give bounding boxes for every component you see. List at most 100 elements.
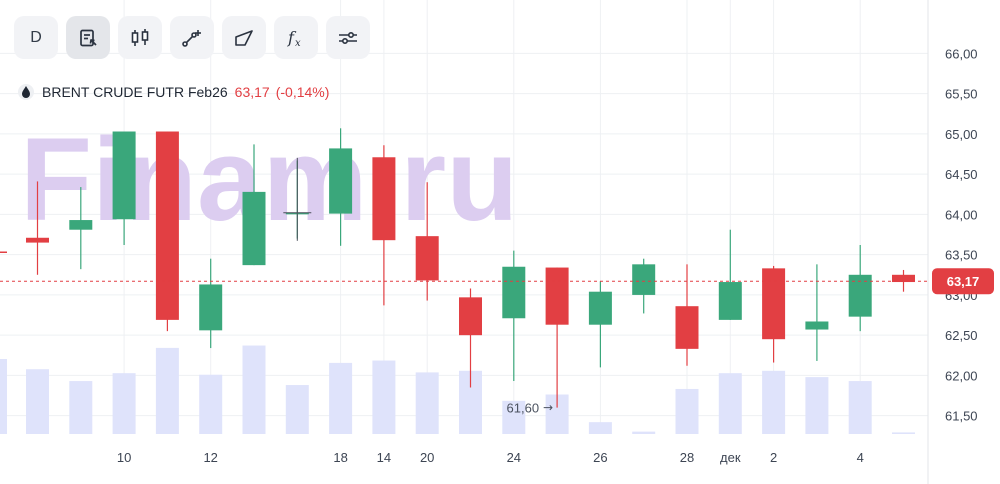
candle [155,131,179,332]
volume-bar [242,345,266,434]
fx-icon: f x [285,28,307,48]
volume-bar [372,360,396,434]
candle [718,229,742,320]
toolbar: D [14,16,370,59]
period-button[interactable]: D [14,16,58,59]
candle-body [848,274,872,317]
x-tick-label: 26 [593,450,607,465]
chart-type-button[interactable] [118,16,162,59]
candles [26,128,915,408]
candle [892,269,915,292]
volume-bar [545,394,569,434]
volume-bar [199,374,223,434]
y-tick-label: 62,50 [945,328,978,343]
channel-tool-button[interactable] [222,16,266,59]
y-tick-label: 65,50 [945,87,978,102]
last-price-badge [932,268,994,295]
indicators-list-button[interactable] [66,16,110,59]
watermark: Finam.ru [20,114,518,246]
last-price-badge-label: 63,17 [947,274,980,289]
line-tool-icon [181,28,203,48]
x-tick-label: 12 [203,450,217,465]
channel-icon [233,28,255,48]
y-axis[interactable]: 66,0065,5065,0064,5064,0063,5063,0062,50… [927,0,994,484]
candle [372,145,396,306]
volume-bar [632,431,656,434]
instrument-symbol: BRENT CRUDE FUTR Feb26 [42,84,228,100]
period-label: D [30,28,42,46]
price-change-percent: (-0,14%) [275,84,330,100]
x-tick-label: 10 [117,450,131,465]
volume-bar [26,369,49,434]
x-tick-label: 24 [507,450,521,465]
volume-bar [718,373,742,434]
volume-bar [675,388,699,434]
y-tick-label: 65,00 [945,127,978,142]
low-annotation-label: 61,60 [507,401,540,416]
instrument-legend[interactable]: BRENT CRUDE FUTR Feb26 63,17 (-0,14%) [18,84,329,100]
candle-body [718,282,742,320]
document-pen-icon [78,28,98,48]
candle [762,265,786,363]
volume-bar [502,400,526,434]
last-price-value: 63,17 [234,84,270,100]
candle [199,258,223,349]
candle-body [242,191,266,266]
y-tick-label: 61,50 [945,409,978,424]
x-tick-label: 2 [770,450,777,465]
overlays: 61,60 → [0,157,928,416]
candles-icon [129,28,151,48]
candle-body [112,131,136,220]
svg-text:f: f [287,28,297,47]
candle-body [805,321,829,330]
y-tick-label: 62,00 [945,368,978,383]
volume-bar-partial [0,359,7,434]
volume-bar [459,370,482,434]
candle-body [155,131,179,320]
y-tick-label: 64,50 [945,167,978,182]
y-tick-label: 63,50 [945,248,978,263]
candle [675,264,699,366]
candle [848,245,872,332]
volume-bars [0,345,915,434]
candle-body [502,266,526,319]
candle-body [762,268,786,340]
volume-bar [588,422,612,434]
x-tick-label: 28 [680,450,694,465]
y-tick-label: 66,00 [945,46,978,61]
oil-drop-icon [18,84,34,100]
settings-button[interactable] [326,16,370,59]
candle [112,131,136,246]
volume-bar [415,372,439,434]
volume-bar [805,377,829,434]
candle-body [892,274,915,283]
candle [26,181,49,275]
candle-body [632,264,656,295]
candle [329,128,353,246]
candle [545,267,569,408]
volume-bar [329,362,353,434]
x-tick-label: дек [720,450,741,465]
candle [502,250,526,382]
candle-body [372,157,396,241]
y-tick-label: 64,00 [945,207,978,222]
candle-body [329,148,353,214]
candle-body [26,237,49,243]
candle [69,187,93,270]
svg-text:x: x [295,38,301,48]
functions-button[interactable]: f x [274,16,318,59]
candle-body [545,267,569,325]
volume-bar [69,381,93,434]
volume-bar [155,347,179,434]
arrow-right-icon: → [543,401,553,415]
volume-bar [112,373,136,434]
volume-bar [762,370,786,434]
candle-body [199,284,223,331]
candle [459,288,482,388]
candle-body [415,236,439,281]
candle-body [459,297,482,336]
draw-line-button[interactable] [170,16,214,59]
volume-bar [892,432,915,434]
